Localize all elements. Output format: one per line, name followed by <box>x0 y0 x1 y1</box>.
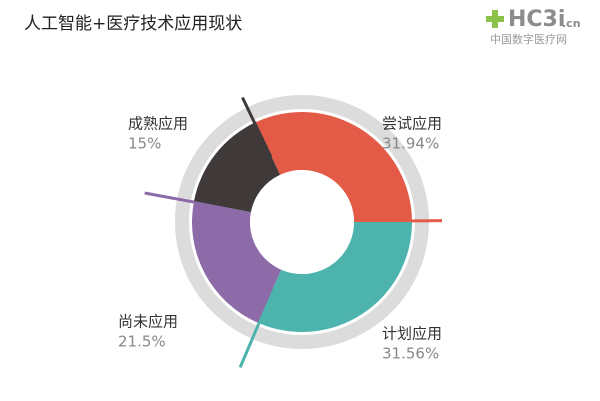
logo-icon <box>486 10 504 28</box>
donut-segment <box>194 122 281 213</box>
segment-pointer <box>144 191 232 211</box>
segment-pointer <box>241 96 273 158</box>
value-label: 21.5% <box>118 333 166 351</box>
value-label: 31.56% <box>382 345 439 363</box>
category-label: 尝试应用 <box>382 115 442 133</box>
segment-pointer <box>373 219 443 223</box>
logo-suffix: .cn <box>562 17 581 30</box>
chart-title: 人工智能+医疗技术应用现状 <box>24 14 242 34</box>
logo: HC3i .cn 中国数字医疗网 <box>486 7 581 46</box>
value-label: 15% <box>128 135 161 153</box>
category-label: 尚未应用 <box>118 313 178 331</box>
segment-pointer <box>238 287 276 368</box>
donut-segment <box>191 200 282 323</box>
logo-tagline: 中国数字医疗网 <box>490 32 567 46</box>
donut-segment <box>255 112 412 222</box>
donut-hole <box>250 170 354 274</box>
category-label: 成熟应用 <box>128 115 188 133</box>
donut-segment <box>257 222 412 332</box>
logo-name: HC3i <box>508 7 565 32</box>
category-label: 计划应用 <box>382 325 442 343</box>
value-label: 31.94% <box>382 135 439 153</box>
